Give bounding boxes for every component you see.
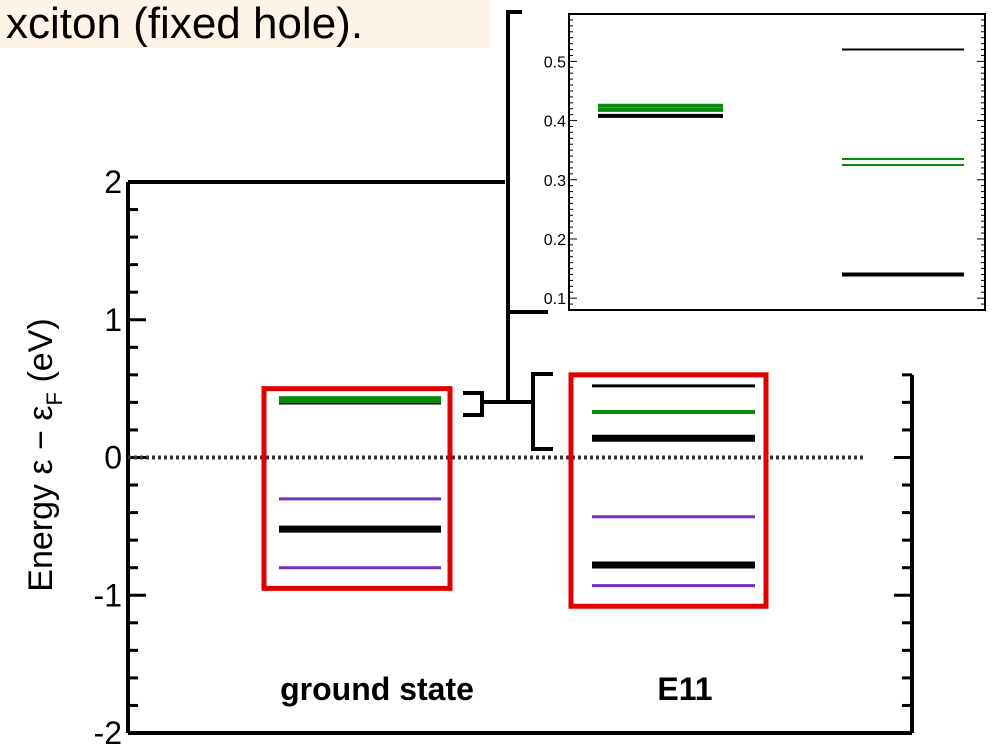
y-tick-label: -1: [94, 577, 122, 613]
inset-y-tick-label: 0.2: [544, 232, 566, 249]
state-box: [261, 386, 453, 591]
category-label: ground state: [280, 671, 474, 707]
y-axis-label: Energy ε − εF (eV): [22, 318, 67, 591]
title-highlight: [0, 0, 490, 48]
y-tick-label: 2: [104, 164, 122, 200]
y-tick-label: 1: [104, 302, 122, 338]
state-box: [568, 372, 769, 609]
inset-y-tick-label: 0.3: [544, 173, 566, 190]
y-tick-label: -2: [94, 715, 122, 751]
inset-plot: 0.5 0.4 0.3 0.2 0.1: [544, 13, 986, 311]
title-fragment: xciton (fixed hole).: [6, 0, 363, 48]
bracket-ground-state: [463, 391, 484, 417]
inset-y-tick-label: 0.5: [544, 54, 566, 71]
inset-y-tick-label: 0.4: [544, 114, 566, 131]
inset-y-tick-label: 0.1: [544, 291, 566, 308]
main-plot: 2 1 0 -1 -2 ground state E11: [94, 10, 914, 751]
inset-frame: [568, 13, 986, 311]
category-label: E11: [657, 671, 712, 707]
bracket-e11: [531, 372, 553, 451]
y-tick-label: 0: [104, 440, 122, 476]
